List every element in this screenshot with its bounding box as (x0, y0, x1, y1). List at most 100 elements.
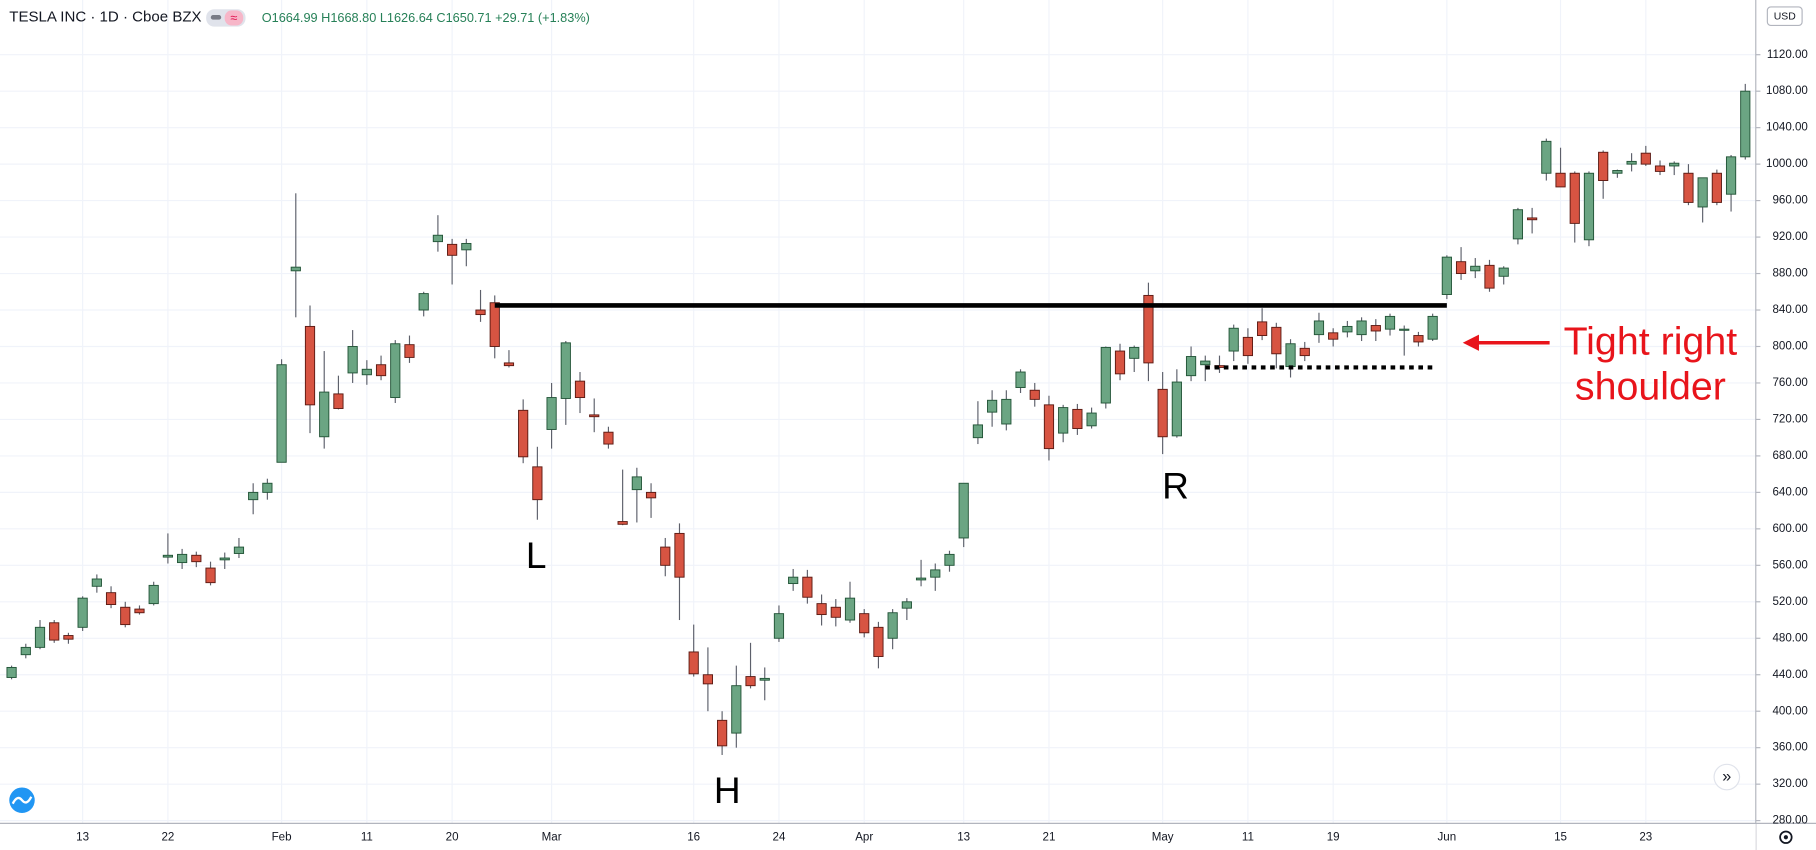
candle-body (20, 646, 31, 656)
candle-body (603, 431, 614, 445)
candle-body (987, 399, 998, 413)
candle-body (1598, 151, 1609, 182)
ohlc-values: O1664.99 H1668.80 L1626.64 C1650.71 +29.… (262, 10, 590, 25)
candle-body (1484, 264, 1495, 289)
callout-arrowhead (1462, 334, 1479, 351)
x-tick-label: Mar (542, 831, 562, 843)
callout-text: shoulder (1575, 365, 1726, 409)
candle-body (390, 343, 401, 399)
candle-body (958, 482, 969, 539)
scroll-button[interactable] (1713, 763, 1741, 791)
candle-body (1043, 404, 1055, 450)
y-tick-label: 400.00 (1772, 705, 1807, 717)
candle-body (489, 302, 500, 347)
x-tick-label: 23 (1639, 831, 1652, 843)
candle-body (859, 613, 870, 634)
candle-body (148, 584, 159, 605)
candle-body (304, 325, 316, 406)
candle-body (503, 362, 515, 367)
candle-body (1626, 160, 1637, 165)
candle-body (1242, 336, 1254, 357)
candle-body (560, 342, 571, 399)
y-tick-label: 920.00 (1772, 231, 1807, 243)
y-tick-label: 760.00 (1772, 377, 1807, 389)
candle-body (1654, 165, 1666, 172)
candle-body (120, 606, 131, 626)
candle-body (432, 234, 443, 243)
candle-body (1271, 326, 1282, 355)
candle-body (233, 546, 245, 554)
candle-body (1384, 315, 1396, 330)
candle-body (1257, 321, 1268, 337)
candle-body (1583, 172, 1595, 241)
y-tick-label: 320.00 (1772, 778, 1807, 790)
candle-body (1185, 356, 1197, 377)
candle-body (887, 612, 898, 639)
candle-body (1498, 267, 1509, 277)
y-tick-label: 280.00 (1772, 815, 1807, 827)
y-tick-label: 640.00 (1772, 486, 1807, 498)
y-tick-label: 560.00 (1772, 559, 1807, 571)
candle-body (1555, 172, 1566, 188)
y-tick-label: 800.00 (1772, 341, 1807, 353)
x-tick-label: Feb (272, 831, 292, 843)
candle-body (674, 532, 685, 578)
candle-body (660, 546, 671, 566)
candle-body (162, 554, 173, 558)
candle-body (1441, 256, 1452, 295)
y-tick-label: 1120.00 (1767, 49, 1808, 61)
candle-body (802, 576, 813, 598)
y-tick-label: 720.00 (1772, 413, 1807, 425)
candle-body (1029, 389, 1040, 400)
currency-box[interactable] (1766, 6, 1803, 27)
candle-body (1541, 140, 1552, 174)
y-tick-label: 480.00 (1772, 632, 1807, 644)
candle-body (1285, 343, 1296, 368)
y-tick-label: 960.00 (1772, 195, 1807, 207)
candle-body (532, 466, 543, 501)
candle-body (1413, 335, 1424, 343)
candle-body (688, 651, 699, 675)
annotation: R (1162, 464, 1189, 506)
candle-body (1171, 381, 1182, 437)
candle-body (49, 622, 60, 641)
candle-body (177, 553, 188, 564)
y-tick-label: 840.00 (1772, 304, 1807, 316)
candle-body (475, 309, 486, 316)
logo-wave (11, 796, 33, 805)
scroll-icon: » (1722, 767, 1731, 785)
candle-body (361, 368, 372, 376)
axes: 280.00 320.00 360.00 400.00 440.00 480.00 520.… (76, 49, 1808, 844)
candle-body (1342, 325, 1353, 333)
annotation: L (526, 534, 547, 576)
candle-body (290, 266, 301, 272)
candle-body (1228, 327, 1239, 352)
candle-body (1399, 328, 1410, 331)
candle-body (105, 592, 117, 605)
candle-body (915, 577, 927, 581)
candle-body (1427, 315, 1438, 340)
candle-body (1455, 261, 1467, 275)
candle-body (1370, 325, 1381, 332)
candle-body (844, 597, 856, 621)
settings[interactable] (1779, 830, 1793, 844)
candle-body (319, 391, 330, 438)
candle-body (1001, 398, 1012, 425)
candle-body (91, 578, 102, 587)
candle-body (702, 674, 714, 685)
candle-body (1328, 332, 1339, 340)
candle-body (1157, 388, 1168, 438)
x-tick-label: 13 (957, 831, 970, 843)
candle-body (944, 553, 955, 566)
candle-body (1512, 209, 1524, 240)
x-tick-label: 15 (1554, 831, 1567, 843)
candle-body (1356, 320, 1367, 336)
candle-body (1711, 172, 1722, 203)
y-tick-label: 440.00 (1772, 669, 1807, 681)
candle-body (1299, 347, 1310, 357)
candle-body (930, 569, 941, 578)
candle-body (375, 364, 387, 377)
candle-body (1058, 407, 1069, 434)
